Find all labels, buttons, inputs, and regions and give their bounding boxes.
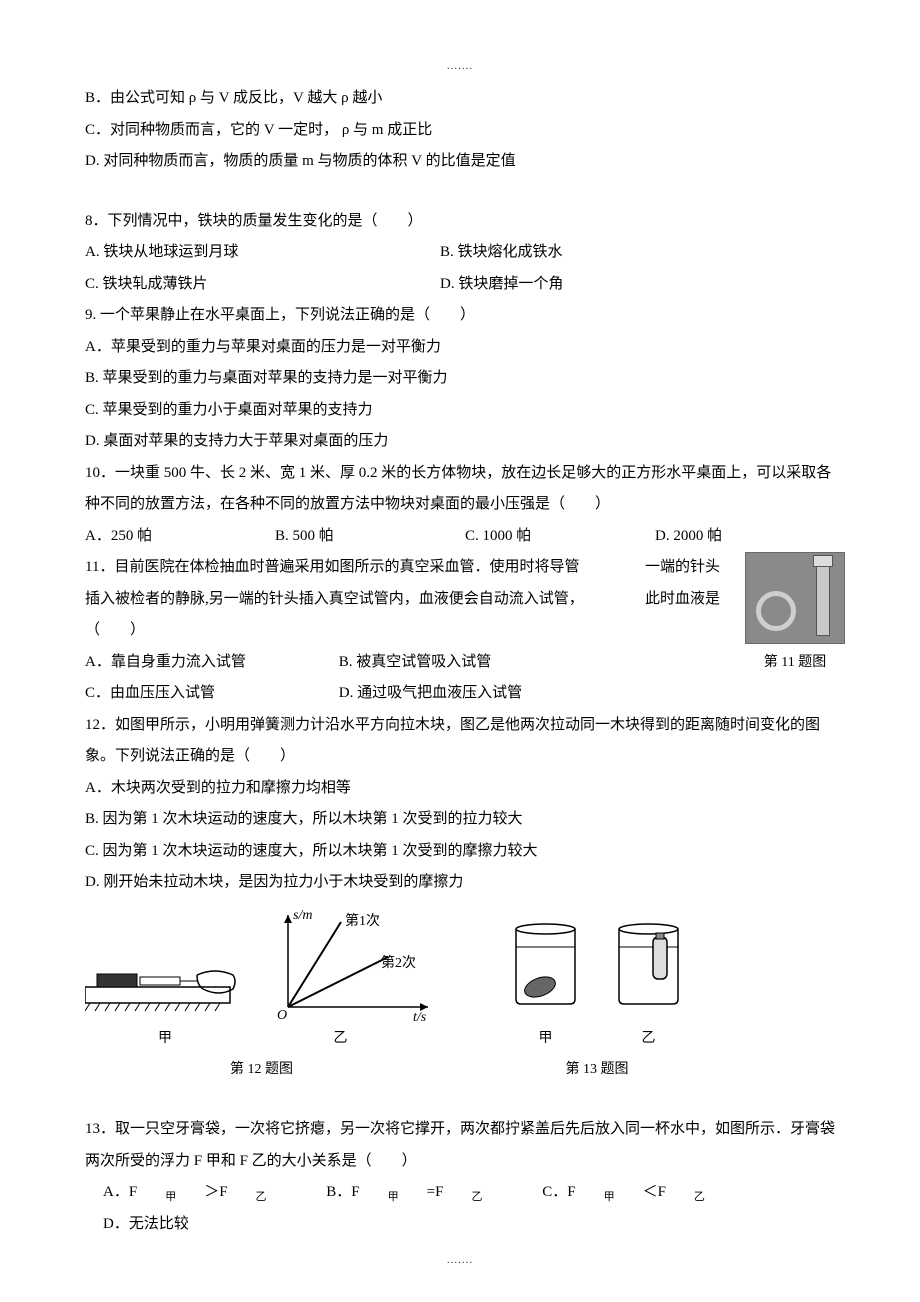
- q12-option-b: B. 因为第 1 次木块运动的速度大，所以木块第 1 次受到的拉力较大: [85, 804, 835, 836]
- q13-stem: 13．取一只空牙膏袋，一次将它挤瘪，另一次将它撑开，两次都拧紧盖后先后放入同一杯…: [85, 1114, 835, 1177]
- q11-figure-box: [745, 552, 845, 644]
- q10-options: A．250 帕 B. 500 帕 C. 1000 帕 D. 2000 帕: [85, 521, 835, 553]
- q11-tube-loop-icon: [756, 591, 796, 631]
- graph-line2-label: 第2次: [381, 954, 416, 971]
- q12-stem: 12．如图甲所示，小明用弹簧测力计沿水平方向拉木块，图乙是他两次拉动同一木块得到…: [85, 710, 835, 773]
- q13-b-sub1: 甲: [388, 1186, 399, 1209]
- graph-y-label: s/m: [293, 908, 312, 923]
- q11-option-b: B. 被真空试管吸入试管: [339, 654, 492, 670]
- q13-options: A．F 甲 ＞F 乙 B．F 甲 =F 乙 C．F 甲 ＜F 乙 D．无法比较: [85, 1177, 835, 1241]
- q13-c-sub1: 甲: [604, 1186, 615, 1209]
- q11-stem2: 插入被检者的静脉,另一端的针头插入真空试管内，血液便会自动流入试管， 此时血液是: [85, 584, 720, 616]
- q12-option-d: D. 刚开始未拉动木块，是因为拉力小于木块受到的摩擦力: [85, 867, 835, 899]
- q12-option-c: C. 因为第 1 次木块运动的速度大，所以木块第 1 次受到的摩擦力较大: [85, 836, 835, 868]
- q12-fig-yi: s/m t/s O 第1次 第2次 乙: [263, 907, 438, 1053]
- graph-line1-label: 第1次: [345, 912, 380, 929]
- q10-stem: 10．一块重 500 牛、长 2 米、宽 1 米、厚 0.2 米的长方体物块，放…: [85, 458, 835, 521]
- q13-b-op: =F: [427, 1177, 444, 1209]
- q13-b-pre: B．F: [326, 1177, 359, 1209]
- q7-option-d: D. 对同种物质而言，物质的质量 m 与物质的体积 V 的比值是定值: [85, 146, 835, 178]
- q11-stem1-tail: 一端的针头: [645, 552, 720, 584]
- q13-cup-yi: 乙: [611, 919, 686, 1053]
- q8-option-c: C. 铁块轧成薄铁片: [85, 269, 440, 301]
- q13-c-pre: C．F: [542, 1177, 575, 1209]
- q12-figure: 甲 s/m t/s O 第1次 第2次: [85, 907, 438, 1085]
- q11-stem1-main: 11．目前医院在体检抽血时普遍采用如图所示的真空采血管．使用时将导管: [85, 559, 579, 575]
- footer-dots: .......: [447, 1249, 473, 1272]
- q13-b-sub2: 乙: [471, 1186, 482, 1209]
- q9-option-c: C. 苹果受到的重力小于桌面对苹果的支持力: [85, 395, 835, 427]
- q7-option-b: B．由公式可知 ρ 与 V 成反比，V 越大 ρ 越小: [85, 83, 835, 115]
- q7-option-c: C．对同种物质而言，它的 V 一定时， ρ 与 m 成正比: [85, 115, 835, 147]
- q12-jia-label: 甲: [85, 1024, 245, 1053]
- figures-row: 甲 s/m t/s O 第1次 第2次: [85, 907, 835, 1085]
- q12-option-a: A．木块两次受到的拉力和摩擦力均相等: [85, 773, 835, 805]
- q12-spring-block-icon: [85, 947, 245, 1022]
- q10-option-b: B. 500 帕: [275, 521, 465, 553]
- q11-row1: A．靠自身重力流入试管 B. 被真空试管吸入试管: [85, 647, 720, 679]
- q10-option-a: A．250 帕: [85, 521, 275, 553]
- q13-a-sub2: 乙: [256, 1186, 267, 1209]
- q12-yi-label: 乙: [334, 1024, 348, 1053]
- q9-option-d: D. 桌面对苹果的支持力大于苹果对桌面的压力: [85, 426, 835, 458]
- q12-graph-icon: s/m t/s O 第1次 第2次: [263, 907, 438, 1022]
- q8-row2: C. 铁块轧成薄铁片 D. 铁块磨掉一个角: [85, 269, 835, 301]
- q13-cup-jia-label: 甲: [508, 1024, 583, 1053]
- q13-caption: 第 13 题图: [566, 1055, 629, 1084]
- q10-option-c: C. 1000 帕: [465, 521, 655, 553]
- q11-stem1: 11．目前医院在体检抽血时普遍采用如图所示的真空采血管．使用时将导管 一端的针头: [85, 552, 720, 584]
- q13-c-sub2: 乙: [694, 1186, 705, 1209]
- q8-option-a: A. 铁块从地球运到月球: [85, 237, 440, 269]
- q13-cup-jia-icon: [508, 919, 583, 1009]
- q11-stem3: （ ）: [85, 615, 720, 647]
- q8-stem: 8．下列情况中，铁块的质量发生变化的是（ ）: [85, 206, 835, 238]
- q11-block: 第 11 题图 11．目前医院在体检抽血时普遍采用如图所示的真空采血管．使用时将…: [85, 552, 835, 710]
- q13-option-a: A．F 甲 ＞F 乙: [103, 1177, 295, 1209]
- q12-caption: 第 12 题图: [230, 1055, 293, 1084]
- q11-figure: 第 11 题图: [745, 552, 845, 677]
- q13-option-b: B．F 甲 =F 乙: [326, 1177, 510, 1209]
- q8-option-d: D. 铁块磨掉一个角: [440, 269, 563, 301]
- q8-row1: A. 铁块从地球运到月球 B. 铁块熔化成铁水: [85, 237, 835, 269]
- q11-option-c: C．由血压压入试管: [85, 678, 335, 710]
- q13-cup-yi-icon: [611, 919, 686, 1009]
- q13-a-sub1: 甲: [165, 1186, 176, 1209]
- q11-option-a: A．靠自身重力流入试管: [85, 647, 335, 679]
- q13-cup-jia: 甲: [508, 919, 583, 1053]
- q13-figure: 甲 乙 第 13 题图: [508, 919, 686, 1084]
- q9-option-b: B. 苹果受到的重力与桌面对苹果的支持力是一对平衡力: [85, 363, 835, 395]
- q11-option-d: D. 通过吸气把血液压入试管: [339, 685, 522, 701]
- q13-option-c: C．F 甲 ＜F 乙: [542, 1177, 733, 1209]
- q10-option-d: D. 2000 帕: [655, 521, 845, 553]
- q11-test-tube-icon: [816, 561, 830, 636]
- q12-fig-jia: 甲: [85, 947, 245, 1053]
- q11-caption: 第 11 题图: [745, 648, 845, 677]
- q13-a-pre: A．F: [103, 1177, 137, 1209]
- q11-tube-cap-icon: [813, 555, 833, 567]
- q11-row2: C．由血压压入试管 D. 通过吸气把血液压入试管: [85, 678, 835, 710]
- header-dots: .......: [447, 55, 473, 78]
- q13-c-op: ＜F: [643, 1177, 666, 1209]
- graph-origin: O: [277, 1008, 287, 1022]
- q13-cup-yi-label: 乙: [611, 1024, 686, 1053]
- graph-x-label: t/s: [413, 1010, 427, 1022]
- q9-stem: 9. 一个苹果静止在水平桌面上，下列说法正确的是（ ）: [85, 300, 835, 332]
- q13-a-op: ＞F: [204, 1177, 227, 1209]
- q9-option-a: A．苹果受到的重力与苹果对桌面的压力是一对平衡力: [85, 332, 835, 364]
- q8-option-b: B. 铁块熔化成铁水: [440, 237, 563, 269]
- q11-stem2-tail: 此时血液是: [645, 584, 720, 616]
- q13-option-d: D．无法比较: [103, 1209, 189, 1241]
- q11-stem2-main: 插入被检者的静脉,另一端的针头插入真空试管内，血液便会自动流入试管，: [85, 591, 584, 607]
